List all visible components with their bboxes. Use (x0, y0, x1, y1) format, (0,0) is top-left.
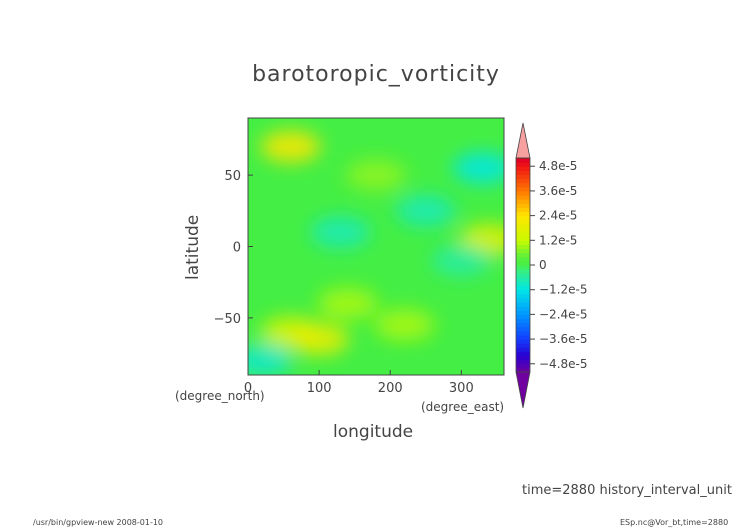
colorbar-band-35 (516, 223, 530, 229)
colorbar-band-0 (516, 367, 530, 373)
colorbar-band-8 (516, 334, 530, 340)
x-tick-label-0: 0 (244, 381, 252, 396)
colorbar-band-15 (516, 306, 530, 311)
colorbar-band-50 (516, 162, 530, 167)
vorticity-feature-2 (289, 323, 350, 356)
colorbar-band-1 (516, 363, 530, 369)
colorbar-band-34 (516, 227, 530, 233)
colorbar-band-49 (516, 166, 530, 171)
colorbar-tick-label-1: 3.6e-5 (539, 184, 577, 198)
vorticity-feature-8 (310, 216, 371, 249)
y-axis: 50 0 −50 (214, 169, 253, 327)
colorbar-band-36 (516, 219, 530, 225)
colorbar-tick-label-8: −4.8e-5 (539, 357, 588, 371)
y-axis-label: latitude (183, 214, 203, 280)
colorbar-band-6 (516, 343, 530, 348)
colorbar-band-37 (516, 215, 530, 221)
colorbar-band-29 (516, 248, 530, 254)
colorbar-band-22 (516, 277, 530, 282)
colorbar-tick-label-5: −1.2e-5 (539, 283, 588, 297)
colorbar-band-12 (516, 318, 530, 324)
colorbar-band-25 (516, 265, 530, 270)
x-tick-label-2: 200 (378, 381, 403, 396)
colorbar-band-44 (516, 186, 530, 192)
colorbar-band-45 (516, 182, 530, 188)
y-tick-label-2: −50 (214, 312, 241, 327)
y-axis-unit: (degree_north) (175, 389, 265, 403)
colorbar: 4.8e-5 3.6e-5 2.4e-5 1.2e-5 0 −1.2e-5 −2.4e-5 −… (515, 122, 588, 409)
colorbar-band-5 (516, 347, 530, 352)
vorticity-feature-3 (317, 287, 378, 320)
colorbar-band-38 (516, 211, 530, 217)
vorticity-feature-11 (346, 159, 406, 192)
colorbar-tick-label-6: −2.4e-5 (539, 307, 588, 321)
x-axis: 0 100 200 300 (244, 370, 474, 396)
colorbar-band-2 (516, 359, 530, 365)
time-label: time=2880 history_interval_unit (522, 483, 732, 498)
colorbar-band-14 (516, 310, 530, 315)
colorbar-band-20 (516, 285, 530, 291)
x-tick-label-3: 300 (449, 381, 474, 396)
colorbar-band-11 (516, 322, 530, 328)
colorbar-tick-label-7: −3.6e-5 (539, 332, 588, 346)
colorbar-band-3 (516, 355, 530, 361)
colorbar-tick-label-3: 1.2e-5 (539, 233, 577, 247)
vorticity-feature-7 (248, 344, 293, 375)
colorbar-band-24 (516, 269, 530, 274)
colorbar-band-19 (516, 289, 530, 295)
colorbar-band-17 (516, 297, 530, 303)
colorbar-band-33 (516, 232, 530, 237)
vorticity-feature-6 (452, 151, 504, 184)
program-info: /usr/bin/gpview-new 2008-01-10 (33, 518, 164, 527)
colorbar-band-41 (516, 199, 530, 204)
chart-title: barotoropic_vorticity (252, 62, 500, 87)
colorbar-band-30 (516, 244, 530, 250)
colorbar-band-42 (516, 195, 530, 200)
y-tick-label-0: 50 (224, 169, 241, 184)
colorbar-tick-label-0: 4.8e-5 (539, 159, 577, 173)
x-axis-unit: (degree_east) (421, 400, 505, 414)
colorbar-band-23 (516, 273, 530, 278)
vorticity-feature-9 (395, 194, 456, 227)
vorticity-feature-10 (431, 244, 492, 277)
colorbar-band-27 (516, 256, 530, 262)
x-tick-label-1: 100 (307, 381, 332, 396)
colorbar-band-31 (516, 240, 530, 245)
colorbar-under-triangle (515, 371, 531, 409)
x-axis-label: longitude (333, 422, 414, 442)
colorbar-band-16 (516, 302, 530, 307)
colorbar-band-39 (516, 207, 530, 212)
colorbar-band-47 (516, 174, 530, 180)
colorbar-tick-label-2: 2.4e-5 (539, 209, 577, 223)
colorbar-band-13 (516, 314, 530, 319)
vorticity-feature-0 (260, 130, 321, 163)
file-info: ESp.nc@Vor_bt,time=2880 (620, 518, 729, 527)
y-tick-label-1: 0 (233, 241, 241, 256)
colorbar-band-10 (516, 326, 530, 332)
colorbar-over-triangle (515, 122, 531, 159)
vorticity-feature-5 (374, 309, 435, 342)
colorbar-band-21 (516, 281, 530, 287)
colorbar-band-48 (516, 170, 530, 175)
colorbar-band-18 (516, 293, 530, 299)
colorbar-band-46 (516, 178, 530, 184)
colorbar-tick-label-4: 0 (539, 258, 547, 272)
colorbar-band-28 (516, 252, 530, 258)
colorbar-band-4 (516, 351, 530, 357)
colorbar-band-51 (516, 158, 530, 163)
colorbar-band-32 (516, 236, 530, 241)
colorbar-band-7 (516, 339, 530, 344)
colorbar-band-40 (516, 203, 530, 208)
vorticity-field (248, 118, 504, 375)
colorbar-band-26 (516, 260, 530, 266)
colorbar-band-9 (516, 330, 530, 336)
colorbar-band-43 (516, 190, 530, 196)
